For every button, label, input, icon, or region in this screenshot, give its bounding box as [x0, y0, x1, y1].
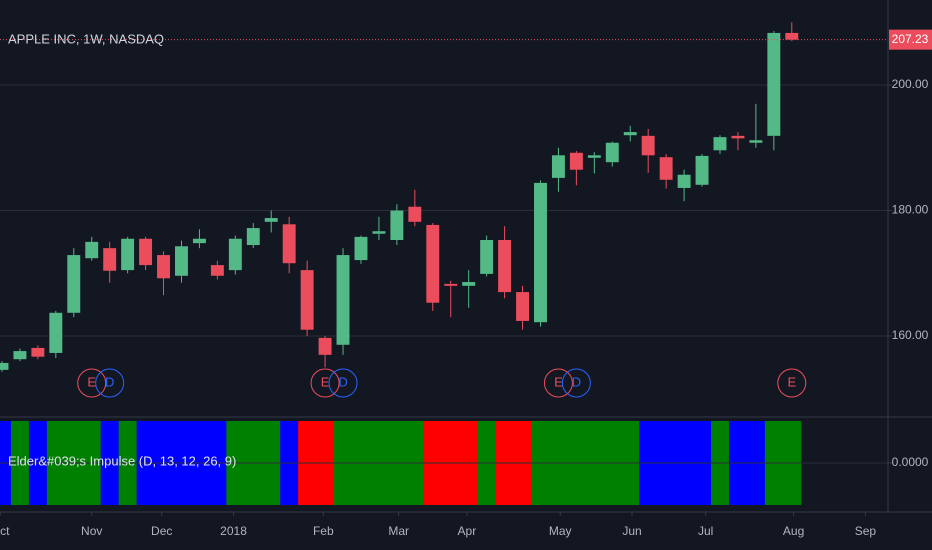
- event-label: E: [321, 374, 330, 389]
- candle-body: [67, 255, 81, 313]
- candle-body: [426, 224, 440, 303]
- event-label: D: [572, 374, 581, 389]
- event-label: D: [338, 374, 347, 389]
- candle-body: [498, 240, 512, 293]
- candle-body: [300, 270, 314, 330]
- last-price-label: 207.23: [892, 32, 929, 46]
- candle-body: [713, 137, 727, 151]
- candle-body: [103, 248, 117, 271]
- candle-body: [408, 206, 422, 222]
- x-tick-label: May: [549, 524, 572, 538]
- event-marker: [543, 368, 573, 398]
- candle-body: [731, 135, 745, 139]
- candle-body: [31, 347, 45, 357]
- candle-body: [318, 337, 332, 355]
- chart-title: APPLE INC, 1W, NASDAQ: [8, 31, 164, 46]
- candle-body: [695, 155, 709, 185]
- x-tick-label: 2018: [220, 524, 247, 538]
- candle-body: [767, 32, 781, 136]
- x-tick-label: Dec: [151, 524, 172, 538]
- x-tick-label: Apr: [458, 524, 477, 538]
- candle-body: [462, 282, 476, 286]
- event-label: E: [554, 374, 563, 389]
- candle-body: [228, 238, 242, 271]
- candle-body: [605, 142, 619, 163]
- candle-body: [121, 238, 135, 271]
- event-marker: [77, 368, 107, 398]
- indicator-title: Elder&#039;s Impulse (D, 13, 12, 26, 9): [8, 453, 236, 468]
- x-tick-label: Feb: [313, 524, 334, 538]
- x-tick-label: Aug: [783, 524, 804, 538]
- candle-body: [354, 236, 368, 261]
- event-label: D: [105, 374, 114, 389]
- candle-body: [587, 155, 601, 158]
- candle-body: [139, 238, 153, 266]
- x-tick-label: Sep: [855, 524, 877, 538]
- candle-body: [480, 240, 494, 274]
- candle-body: [444, 283, 458, 286]
- candle-body: [175, 246, 188, 276]
- x-tick-label: Jul: [698, 524, 713, 538]
- x-tick-label: Nov: [81, 524, 102, 538]
- event-marker: [561, 368, 591, 398]
- candle-body: [641, 135, 655, 156]
- event-marker: [310, 368, 340, 398]
- event-label: E: [87, 374, 96, 389]
- candle-body: [13, 351, 27, 360]
- candle-body: [785, 32, 799, 40]
- x-tick-label: Mar: [388, 524, 409, 538]
- candle-body: [623, 132, 637, 136]
- candle-body: [372, 231, 386, 234]
- x-tick-label: Jun: [622, 524, 641, 538]
- candle-body: [282, 224, 296, 264]
- candle-body: [246, 228, 260, 246]
- candle-body: [210, 265, 224, 276]
- candle-body: [390, 210, 404, 241]
- candle-body: [551, 155, 565, 178]
- candle-body: [192, 238, 206, 244]
- event-marker: [328, 368, 358, 398]
- event-marker: [95, 368, 125, 398]
- candle-body: [49, 312, 63, 353]
- y-tick-label: 160.00: [892, 328, 929, 342]
- x-tick-label: Oct: [0, 524, 10, 538]
- event-label: E: [787, 374, 796, 389]
- y-tick-label: 200.00: [892, 77, 929, 91]
- candle-body: [85, 241, 99, 259]
- candle-body: [677, 174, 691, 188]
- event-marker: [777, 368, 807, 398]
- last-price-box: [889, 29, 932, 50]
- candle-body: [569, 152, 583, 170]
- y-tick-label: 0.0000: [892, 455, 929, 469]
- candle-body: [534, 182, 547, 323]
- candle-body: [659, 157, 673, 180]
- candle-body: [516, 292, 529, 321]
- candle-body: [157, 255, 170, 279]
- candle-body: [0, 362, 9, 370]
- candle-body: [749, 140, 763, 143]
- candle-body: [264, 218, 278, 222]
- y-tick-label: 180.00: [892, 203, 929, 217]
- candle-body: [336, 255, 350, 345]
